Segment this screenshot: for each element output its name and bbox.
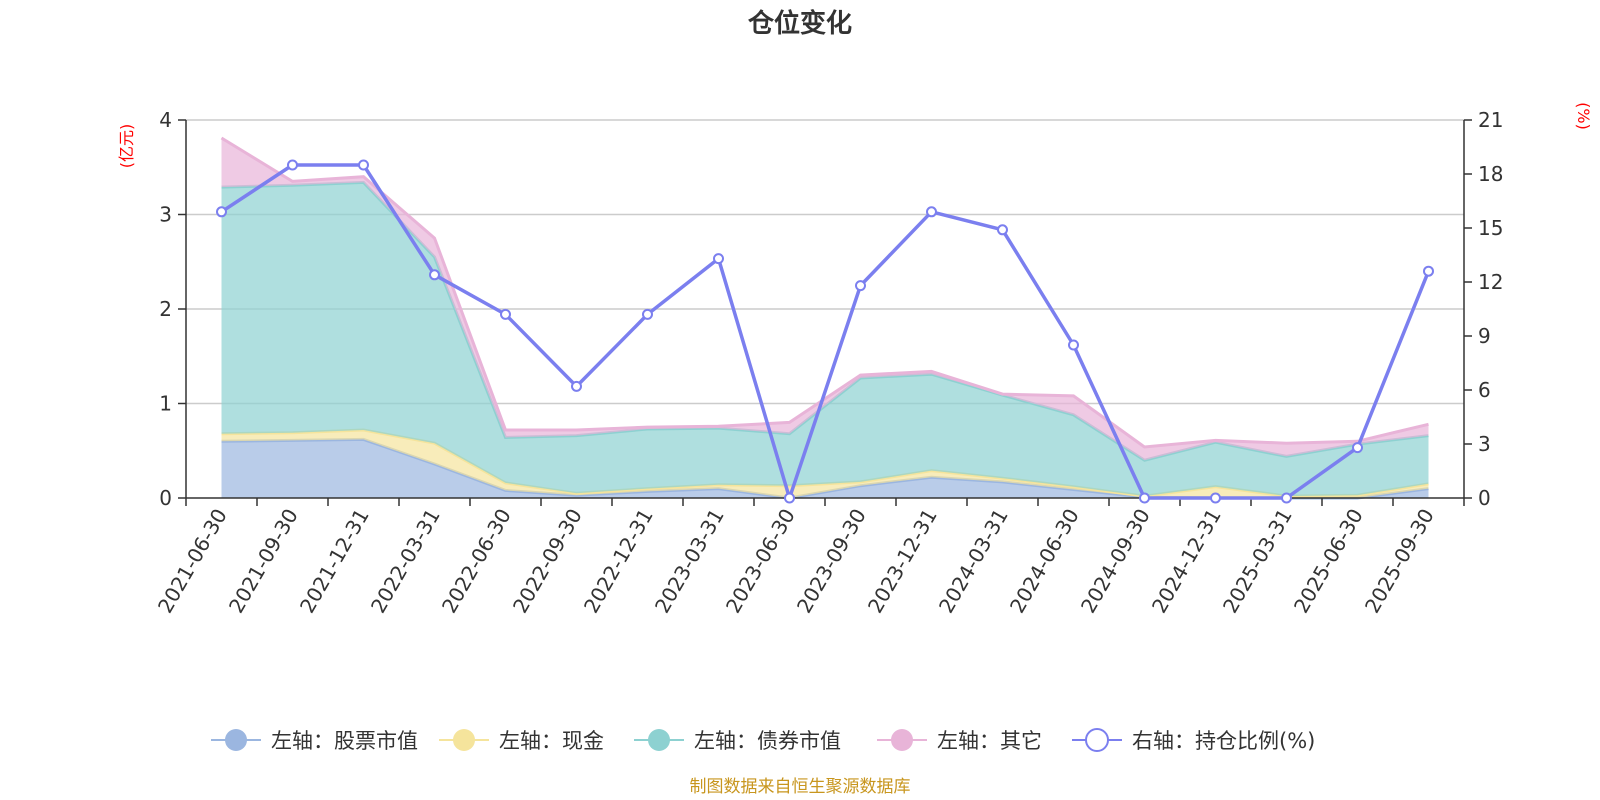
- x-tick-label: 2025-03-31: [1218, 505, 1297, 618]
- x-tick-label: 2024-09-30: [1076, 505, 1155, 618]
- x-tick-label: 2023-03-31: [650, 505, 729, 618]
- right-tick-label: 18: [1478, 162, 1503, 186]
- chart-title: 仓位变化: [747, 8, 852, 39]
- area-series-1: [221, 439, 1429, 498]
- left-tick-label: 2: [159, 297, 172, 321]
- holding-ratio-point: [855, 280, 866, 292]
- holding-ratio-point: [1352, 442, 1363, 454]
- area-series-3: [221, 182, 1429, 497]
- holding-ratio-point: [997, 224, 1008, 236]
- holding-ratio-point: [429, 269, 440, 281]
- legend-marker-dot: [648, 729, 670, 751]
- x-tick-label: 2021-06-30: [153, 505, 232, 618]
- right-axis-unit: (%): [1574, 102, 1593, 130]
- legend-item-2[interactable]: 左轴：现金: [439, 729, 604, 753]
- right-tick-label: 12: [1478, 270, 1503, 294]
- x-tick-label: 2025-06-30: [1289, 505, 1368, 618]
- x-tick-label: 2024-12-31: [1147, 505, 1226, 618]
- legend-label: 左轴：债券市值: [694, 729, 841, 753]
- right-tick-label: 9: [1478, 324, 1491, 348]
- holding-ratio-point: [1068, 339, 1079, 351]
- legend-label: 右轴：持仓比例(%): [1132, 729, 1315, 753]
- x-tick-label: 2025-09-30: [1360, 505, 1439, 618]
- legend-marker-dot: [891, 729, 913, 751]
- legend-marker-dot: [225, 729, 247, 751]
- holding-ratio-line: [220, 163, 1431, 500]
- x-tick-label: 2024-03-31: [934, 505, 1013, 618]
- x-tick-label: 2022-12-31: [579, 505, 658, 618]
- x-tick-label: 2021-09-30: [224, 505, 303, 618]
- legend: 左轴：股票市值 左轴：现金 左轴：债券市值 左轴：其它 右轴：持仓比例(%): [211, 728, 1315, 753]
- left-tick-label: 0: [159, 486, 172, 510]
- right-tick-label: 15: [1478, 216, 1503, 240]
- holding-ratio-point: [216, 206, 227, 218]
- line-series-group: [216, 159, 1434, 504]
- area-series-group: [220, 136, 1429, 500]
- x-tick-label: 2021-12-31: [295, 505, 374, 618]
- x-tick-label: 2023-12-31: [863, 505, 942, 618]
- holding-ratio-point: [642, 308, 653, 320]
- x-tick-label: 2022-06-30: [437, 505, 516, 618]
- holding-ratio-point: [784, 492, 795, 504]
- x-tick-label: 2023-09-30: [792, 505, 871, 618]
- x-tick-label: 2022-09-30: [508, 505, 587, 618]
- left-tick-label: 3: [159, 203, 172, 227]
- holding-ratio-point: [500, 308, 511, 320]
- legend-label: 左轴：股票市值: [271, 729, 418, 753]
- holding-ratio-point: [287, 159, 298, 171]
- legend-marker-dot: [453, 729, 475, 751]
- legend-label: 左轴：其它: [937, 729, 1042, 753]
- x-tick-label: 2022-03-31: [366, 505, 445, 618]
- holding-ratio-point: [571, 380, 582, 392]
- legend-marker-dot: [1085, 728, 1109, 752]
- legend-item-1[interactable]: 左轴：股票市值: [211, 729, 418, 753]
- legend-item-5[interactable]: 右轴：持仓比例(%): [1072, 728, 1315, 753]
- holding-ratio-point: [713, 253, 724, 265]
- holding-ratio-point: [1139, 492, 1150, 504]
- source-note: 制图数据来自恒生聚源数据库: [690, 777, 911, 797]
- legend-item-3[interactable]: 左轴：债券市值: [634, 729, 841, 753]
- legend-label: 左轴：现金: [499, 729, 604, 753]
- holding-ratio-point: [1210, 492, 1221, 504]
- left-tick-label: 4: [159, 108, 172, 132]
- x-tick-label: 2023-06-30: [721, 505, 800, 618]
- holding-ratio-point: [1423, 265, 1434, 277]
- holding-ratio-point: [358, 159, 369, 171]
- x-tick-label: 2024-06-30: [1005, 505, 1084, 618]
- left-tick-label: 1: [159, 392, 172, 416]
- holding-ratio-point: [1281, 492, 1292, 504]
- right-tick-label: 3: [1478, 432, 1491, 456]
- left-axis-unit: (亿元): [117, 124, 136, 169]
- holding-ratio-point: [926, 206, 937, 218]
- right-tick-label: 6: [1478, 378, 1491, 402]
- right-tick-label: 21: [1478, 108, 1503, 132]
- area-series-4-edge: [220, 136, 1429, 449]
- right-tick-label: 0: [1478, 486, 1491, 510]
- legend-item-4[interactable]: 左轴：其它: [877, 729, 1042, 753]
